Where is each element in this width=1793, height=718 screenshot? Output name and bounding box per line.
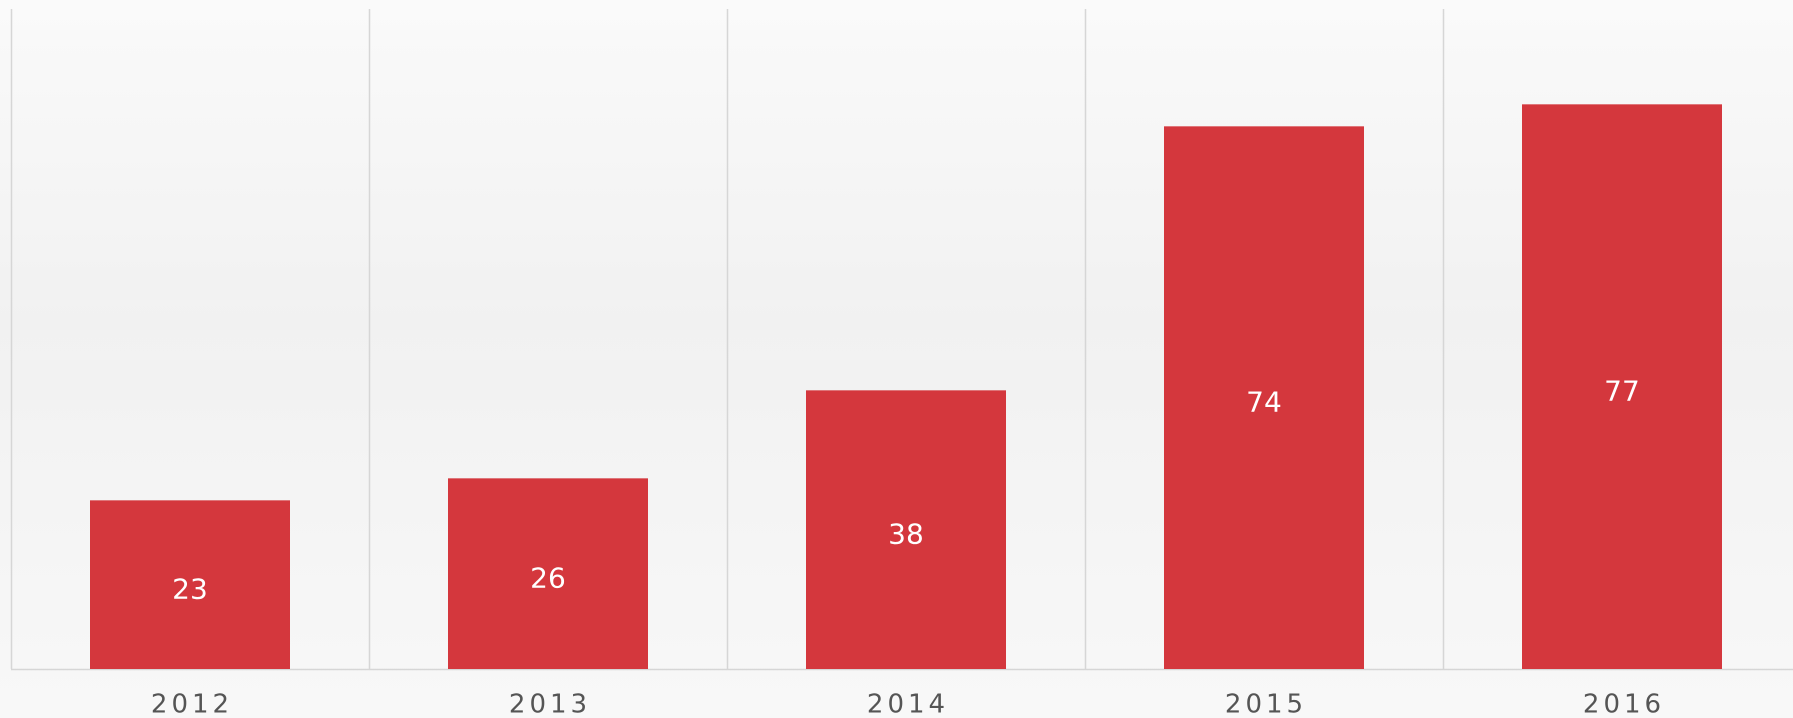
value-label: 74 [1246, 386, 1282, 419]
x-tick-label: 2016 [1583, 690, 1665, 718]
x-tick-label: 2012 [151, 690, 233, 718]
value-label: 26 [530, 562, 566, 595]
page: {"chart_data": {"type": "bar", "categori… [0, 0, 1793, 718]
x-tick-label: 2015 [1225, 690, 1307, 718]
value-label: 77 [1604, 375, 1640, 408]
value-label: 23 [172, 573, 208, 606]
value-label: 38 [888, 518, 924, 551]
x-tick-label: 2014 [867, 690, 949, 718]
x-tick-label: 2013 [509, 690, 591, 718]
chart: 2012 23 2013 26 2014 38 2015 74 2016 77 [0, 0, 1793, 718]
